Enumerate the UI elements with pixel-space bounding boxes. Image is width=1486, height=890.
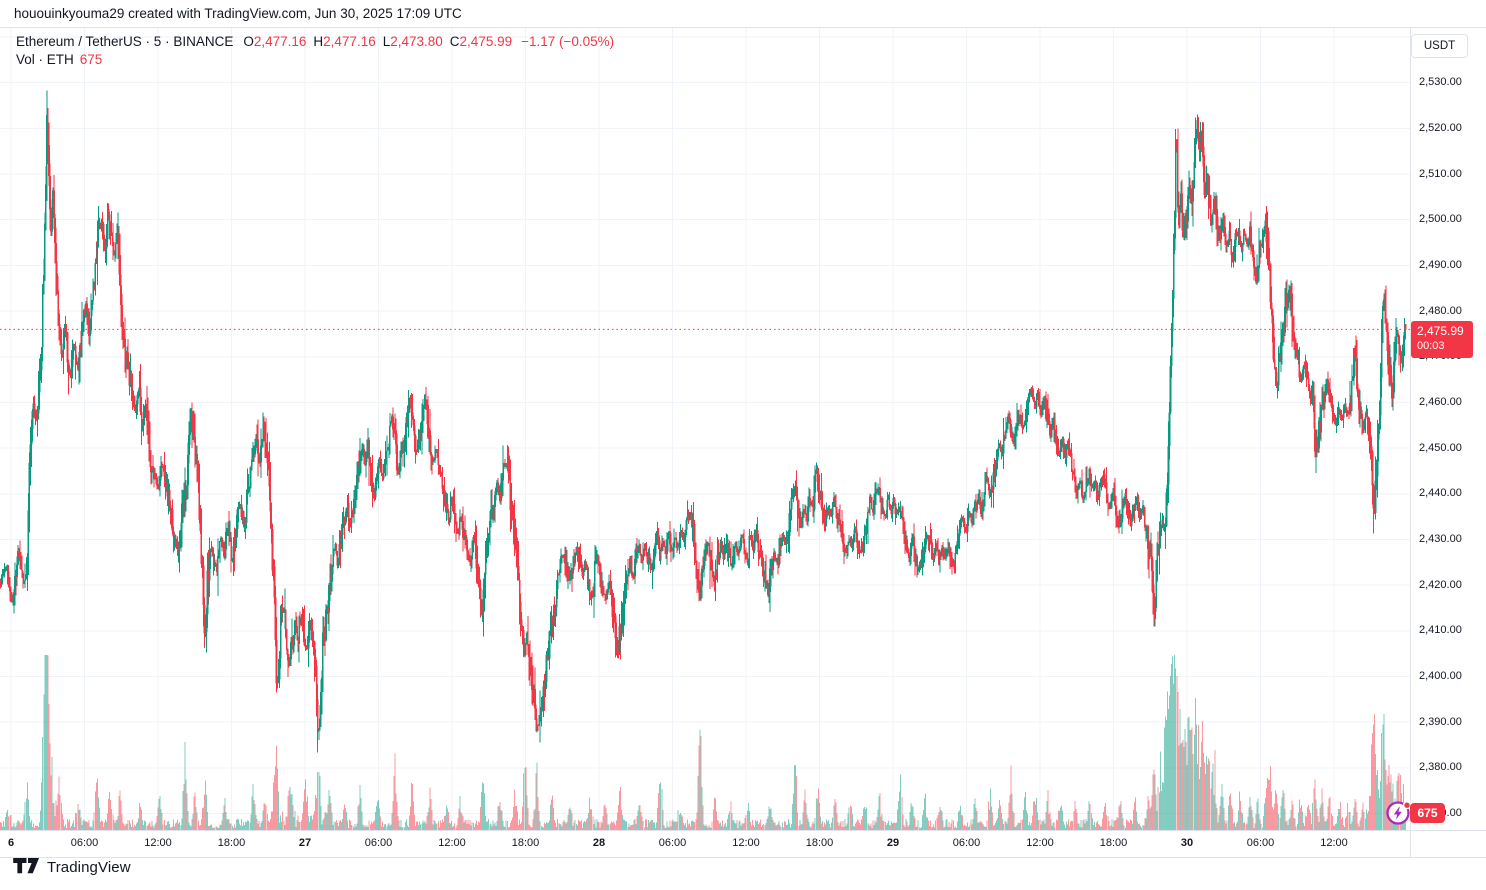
price-scale[interactable]: 2,530.00 2,520.00 2,510.00 2,500.00 2,490.00… [1410, 28, 1486, 830]
low-label: L [382, 34, 391, 49]
time-tick-label: 12:00 [1026, 837, 1054, 849]
time-tick-label: 28 [592, 837, 606, 849]
open-label: O [243, 34, 254, 49]
price-tick-label: 2,460.00 [1419, 395, 1462, 408]
time-tick-label: 18:00 [1099, 837, 1128, 849]
chart-pane[interactable] [0, 28, 1410, 830]
symbol-legend: Ethereum / TetherUS · 5 · BINANCE O2,477.… [16, 33, 614, 69]
price-tick-label: 2,420.00 [1419, 578, 1462, 591]
time-tick-label: 12:00 [144, 837, 172, 849]
time-tick-label: 06:00 [952, 837, 981, 849]
price-tick-label: 2,390.00 [1419, 715, 1462, 728]
tradingview-wordmark: TradingView [47, 859, 131, 876]
tradingview-logo-icon [13, 858, 40, 874]
current-price-value: 2,475.99 [1417, 324, 1464, 339]
price-tick-label: 2,480.00 [1419, 304, 1462, 317]
time-tick-label: 12:00 [438, 837, 466, 849]
time-tick-label: 06:00 [70, 837, 99, 849]
price-tick-label: 2,510.00 [1419, 167, 1462, 180]
price-tick-label: 2,440.00 [1419, 487, 1462, 500]
volume-value-badge: 675 [1410, 803, 1445, 823]
price-tick-label: 2,500.00 [1419, 213, 1462, 226]
change-value: −1.17 (−0.05%) [521, 34, 615, 49]
time-tick-label: 12:00 [1320, 837, 1348, 849]
footer-branding[interactable]: TradingView [13, 858, 131, 877]
time-tick-label: 18:00 [805, 837, 834, 849]
time-tick-label: 06:00 [364, 837, 393, 849]
time-tick-label: 30 [1180, 837, 1194, 849]
time-tick-label: 12:00 [732, 837, 760, 849]
time-tick-label: 06:00 [1246, 837, 1275, 849]
close-label: C [449, 34, 460, 49]
price-tick-label: 2,400.00 [1419, 669, 1462, 682]
price-tick-label: 2,490.00 [1419, 258, 1462, 271]
bar-countdown: 00:03 [1417, 340, 1445, 353]
open-value: 2,477.16 [253, 34, 307, 49]
close-value: 2,475.99 [459, 34, 513, 49]
price-tick-label: 2,450.00 [1419, 441, 1462, 454]
low-value: 2,473.80 [390, 34, 443, 49]
price-tick-label: 2,410.00 [1419, 624, 1462, 637]
price-tick-label: 2,430.00 [1419, 532, 1462, 545]
price-tick-label: 2,380.00 [1419, 761, 1462, 774]
time-scale[interactable]: 6 06:00 12:00 18:00 27 06:00 12:00 18:00 28 06:00… [0, 830, 1410, 857]
current-price-badge: 2,475.99 00:03 [1411, 321, 1473, 359]
price-tick-label: 2,520.00 [1419, 121, 1462, 134]
attribution-text: hououinkyouma29 created with TradingView… [14, 6, 462, 21]
currency-unit-badge[interactable]: USDT [1411, 34, 1468, 58]
price-tick-label: 2,530.00 [1419, 76, 1462, 89]
lightning-icon [1393, 806, 1402, 820]
time-tick-label: 6 [7, 837, 15, 849]
time-tick-label: 18:00 [511, 837, 540, 849]
high-label: H [313, 34, 324, 49]
boost-button[interactable] [1383, 797, 1415, 829]
volume-value: 675 [79, 52, 103, 67]
high-value: 2,477.16 [323, 34, 376, 49]
symbol-title[interactable]: Ethereum / TetherUS · 5 · BINANCE [16, 34, 234, 49]
time-tick-label: 06:00 [658, 837, 687, 849]
volume-label: Vol · ETH [16, 52, 74, 67]
time-tick-label: 18:00 [217, 837, 246, 849]
time-tick-label: 27 [298, 837, 312, 849]
time-tick-label: 29 [886, 837, 900, 849]
